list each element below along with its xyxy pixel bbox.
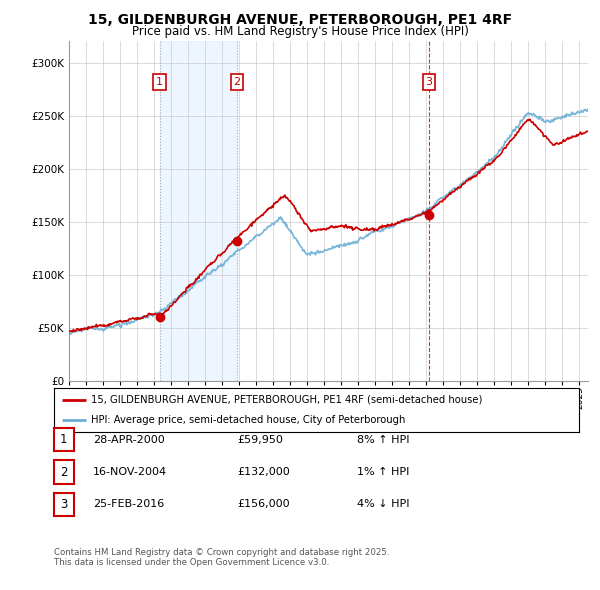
Text: 3: 3 [60, 498, 68, 511]
Text: 16-NOV-2004: 16-NOV-2004 [93, 467, 167, 477]
Text: £59,950: £59,950 [237, 435, 283, 444]
Text: 1% ↑ HPI: 1% ↑ HPI [357, 467, 409, 477]
Text: £132,000: £132,000 [237, 467, 290, 477]
Bar [160, 41, 237, 381]
Text: 4% ↓ HPI: 4% ↓ HPI [357, 500, 409, 509]
Text: 8% ↑ HPI: 8% ↑ HPI [357, 435, 409, 444]
Text: 15, GILDENBURGH AVENUE, PETERBOROUGH, PE1 4RF (semi-detached house): 15, GILDENBURGH AVENUE, PETERBOROUGH, PE… [91, 395, 482, 405]
Text: £156,000: £156,000 [237, 500, 290, 509]
Text: 28-APR-2000: 28-APR-2000 [93, 435, 165, 444]
Text: 25-FEB-2016: 25-FEB-2016 [93, 500, 164, 509]
Text: HPI: Average price, semi-detached house, City of Peterborough: HPI: Average price, semi-detached house,… [91, 415, 405, 425]
Text: 2: 2 [233, 77, 241, 87]
Text: 3: 3 [425, 77, 433, 87]
Text: Price paid vs. HM Land Registry's House Price Index (HPI): Price paid vs. HM Land Registry's House … [131, 25, 469, 38]
Text: 1: 1 [156, 77, 163, 87]
Text: 2: 2 [60, 466, 68, 478]
Text: 1: 1 [60, 433, 68, 446]
Text: Contains HM Land Registry data © Crown copyright and database right 2025.
This d: Contains HM Land Registry data © Crown c… [54, 548, 389, 567]
Text: 15, GILDENBURGH AVENUE, PETERBOROUGH, PE1 4RF: 15, GILDENBURGH AVENUE, PETERBOROUGH, PE… [88, 13, 512, 27]
